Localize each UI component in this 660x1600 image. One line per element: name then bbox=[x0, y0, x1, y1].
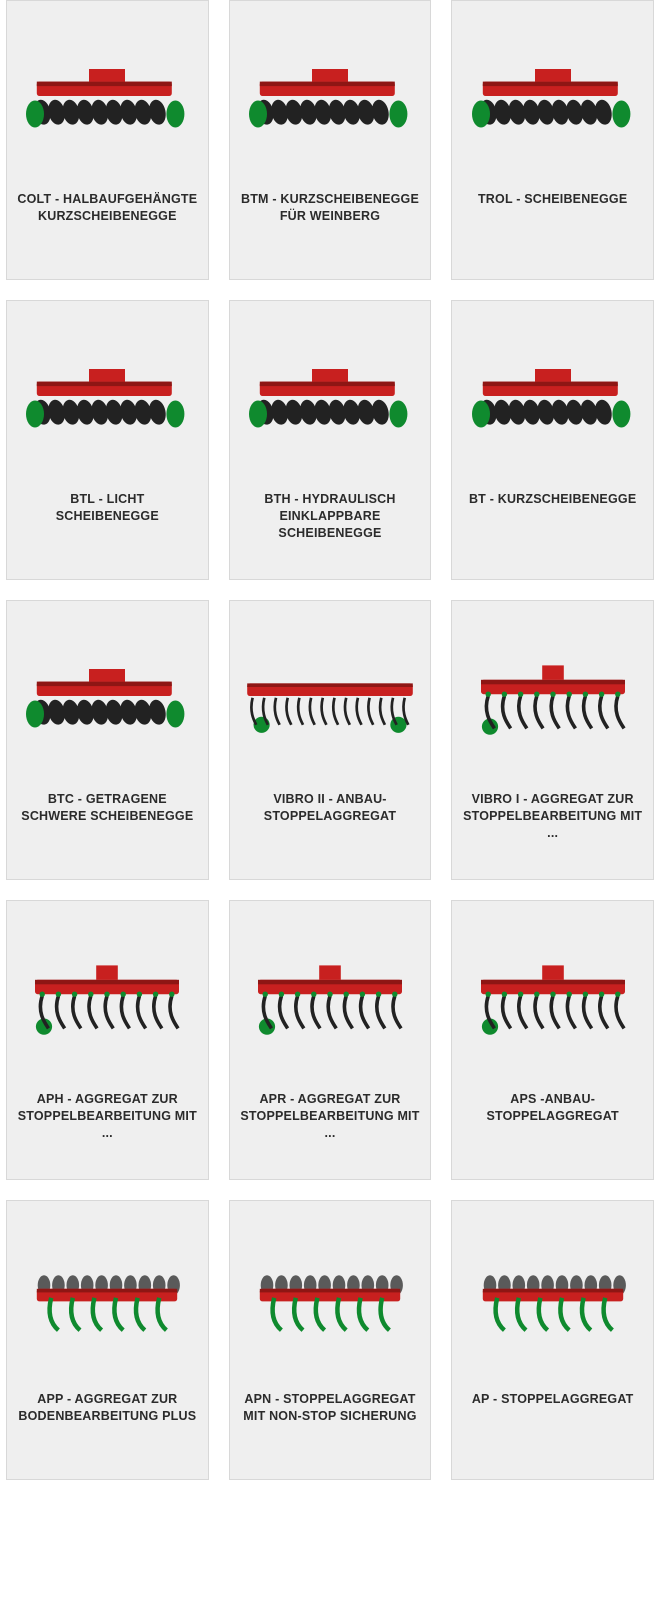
product-title: VIBRO I - AGGREGAT ZUR STOPPELBEARBEITUN… bbox=[460, 791, 645, 842]
product-card[interactable]: BTM - KURZSCHEIBENEGGE FÜR WEINBERG bbox=[229, 0, 432, 280]
product-title: APP - AGGREGAT ZUR BODENBEARBEITUNG PLUS bbox=[15, 1391, 200, 1425]
product-card[interactable]: APP - AGGREGAT ZUR BODENBEARBEITUNG PLUS bbox=[6, 1200, 209, 1480]
product-card[interactable]: APH - AGGREGAT ZUR STOPPELBEARBEITUNG MI… bbox=[6, 900, 209, 1180]
product-card[interactable]: BT - KURZSCHEIBENEGGE bbox=[451, 300, 654, 580]
product-thumbnail bbox=[460, 311, 645, 481]
product-title: COLT - HALBAUFGEHÄNGTE KURZSCHEIBENEGGE bbox=[15, 191, 200, 225]
product-thumbnail bbox=[238, 611, 423, 781]
product-grid: COLT - HALBAUFGEHÄNGTE KURZSCHEIBENEGGE … bbox=[6, 0, 654, 1500]
product-thumbnail bbox=[460, 911, 645, 1081]
product-card[interactable]: APS -ANBAU-STOPPELAGGREGAT bbox=[451, 900, 654, 1180]
product-title: VIBRO II - ANBAU-STOPPELAGGREGAT bbox=[238, 791, 423, 825]
product-title: BTH - HYDRAULISCH EINKLAPPBARE SCHEIBENE… bbox=[238, 491, 423, 542]
product-thumbnail bbox=[460, 611, 645, 781]
product-thumbnail bbox=[460, 1211, 645, 1381]
product-card[interactable]: AP - STOPPELAGGREGAT bbox=[451, 1200, 654, 1480]
product-card[interactable]: COLT - HALBAUFGEHÄNGTE KURZSCHEIBENEGGE bbox=[6, 0, 209, 280]
product-thumbnail bbox=[15, 611, 200, 781]
product-thumbnail bbox=[238, 1211, 423, 1381]
product-title: BTL - LICHT SCHEIBENEGGE bbox=[15, 491, 200, 525]
product-thumbnail bbox=[460, 11, 645, 181]
product-title: TROL - SCHEIBENEGGE bbox=[476, 191, 629, 208]
product-thumbnail bbox=[238, 311, 423, 481]
product-card[interactable]: VIBRO II - ANBAU-STOPPELAGGREGAT bbox=[229, 600, 432, 880]
product-card[interactable]: BTC - GETRAGENE SCHWERE SCHEIBENEGGE bbox=[6, 600, 209, 880]
product-thumbnail bbox=[15, 11, 200, 181]
product-card[interactable]: APR - AGGREGAT ZUR STOPPELBEARBEITUNG MI… bbox=[229, 900, 432, 1180]
product-card[interactable]: TROL - SCHEIBENEGGE bbox=[451, 0, 654, 280]
product-thumbnail bbox=[15, 1211, 200, 1381]
product-title: BTM - KURZSCHEIBENEGGE FÜR WEINBERG bbox=[238, 191, 423, 225]
product-thumbnail bbox=[238, 11, 423, 181]
product-card[interactable]: BTH - HYDRAULISCH EINKLAPPBARE SCHEIBENE… bbox=[229, 300, 432, 580]
product-title: APH - AGGREGAT ZUR STOPPELBEARBEITUNG MI… bbox=[15, 1091, 200, 1142]
product-thumbnail bbox=[238, 911, 423, 1081]
product-thumbnail bbox=[15, 311, 200, 481]
product-title: BT - KURZSCHEIBENEGGE bbox=[467, 491, 638, 508]
product-card[interactable]: BTL - LICHT SCHEIBENEGGE bbox=[6, 300, 209, 580]
product-title: APR - AGGREGAT ZUR STOPPELBEARBEITUNG MI… bbox=[238, 1091, 423, 1142]
product-title: APS -ANBAU-STOPPELAGGREGAT bbox=[460, 1091, 645, 1125]
product-title: BTC - GETRAGENE SCHWERE SCHEIBENEGGE bbox=[15, 791, 200, 825]
product-card[interactable]: APN - STOPPELAGGREGAT MIT NON-STOP SICHE… bbox=[229, 1200, 432, 1480]
product-thumbnail bbox=[15, 911, 200, 1081]
product-title: AP - STOPPELAGGREGAT bbox=[470, 1391, 636, 1408]
product-card[interactable]: VIBRO I - AGGREGAT ZUR STOPPELBEARBEITUN… bbox=[451, 600, 654, 880]
product-title: APN - STOPPELAGGREGAT MIT NON-STOP SICHE… bbox=[238, 1391, 423, 1425]
